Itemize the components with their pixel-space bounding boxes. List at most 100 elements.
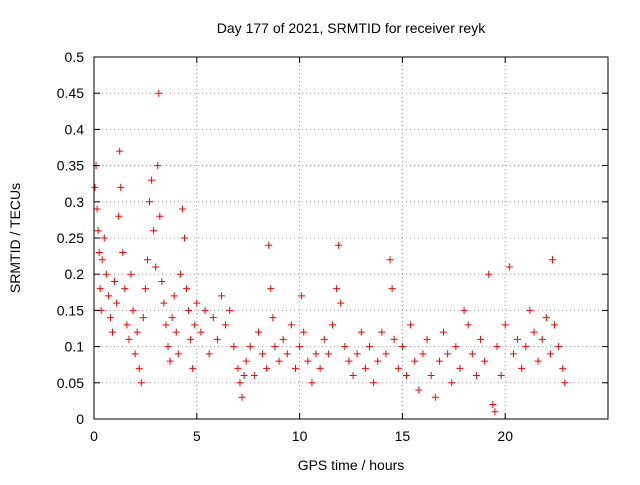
data-point [106, 314, 114, 322]
data-point [551, 321, 559, 329]
data-point [435, 357, 443, 365]
data-point [493, 343, 501, 351]
x-tick-label: 10 [292, 428, 308, 444]
data-point [464, 321, 472, 329]
data-point [185, 306, 193, 314]
data-point [222, 321, 230, 329]
data-point [460, 306, 468, 314]
data-point [95, 248, 103, 256]
data-point [489, 401, 497, 409]
data-point [440, 328, 448, 336]
y-tick-label: 0.25 [57, 230, 84, 246]
y-tick-label: 0.2 [65, 266, 85, 282]
data-point [345, 357, 353, 365]
data-point [548, 256, 556, 264]
x-tick-label: 5 [193, 428, 201, 444]
data-point [526, 306, 534, 314]
data-point [135, 364, 143, 372]
data-point [137, 379, 145, 387]
data-point [341, 343, 349, 351]
data-point [538, 335, 546, 343]
data-point [172, 328, 180, 336]
data-point [561, 379, 569, 387]
data-point [116, 147, 124, 155]
y-tick-label: 0 [76, 411, 84, 427]
data-point [468, 350, 476, 358]
data-point [102, 270, 110, 278]
data-point [141, 285, 149, 293]
data-point [117, 183, 125, 191]
data-point [431, 393, 439, 401]
data-point [296, 343, 304, 351]
data-point [542, 314, 550, 322]
data-point [146, 198, 154, 206]
data-point [501, 321, 509, 329]
data-point [217, 292, 225, 300]
data-point [320, 335, 328, 343]
data-point [125, 335, 133, 343]
x-tick-label: 15 [395, 428, 411, 444]
data-point [407, 321, 415, 329]
series-srmtid [91, 89, 569, 416]
data-point [324, 350, 332, 358]
data-point [349, 372, 357, 380]
data-point [174, 350, 182, 358]
data-point [518, 364, 526, 372]
data-point [240, 372, 248, 380]
data-point [271, 343, 279, 351]
data-point [183, 285, 191, 293]
data-point [94, 227, 102, 235]
data-point [481, 357, 489, 365]
data-point [213, 335, 221, 343]
data-point [298, 292, 306, 300]
data-point [209, 314, 217, 322]
data-point [444, 350, 452, 358]
y-tick-label: 0.05 [57, 375, 84, 391]
chart-title: Day 177 of 2021, SRMTID for receiver rey… [217, 20, 486, 36]
data-point [304, 357, 312, 365]
data-point [308, 379, 316, 387]
data-point [361, 364, 369, 372]
data-point [104, 292, 112, 300]
data-point [419, 350, 427, 358]
data-point [129, 306, 137, 314]
y-tick-label: 0.35 [57, 158, 84, 174]
data-point [226, 306, 234, 314]
data-point [187, 335, 195, 343]
data-point [113, 299, 121, 307]
data-point [155, 89, 163, 97]
data-point [162, 321, 170, 329]
data-point [96, 285, 104, 293]
data-point [265, 241, 273, 249]
data-point [246, 343, 254, 351]
data-point [91, 183, 99, 191]
data-point [176, 270, 184, 278]
data-point [236, 379, 244, 387]
y-tick-label: 0.45 [57, 85, 84, 101]
data-point [300, 328, 308, 336]
data-point [139, 314, 147, 322]
data-point [357, 328, 365, 336]
data-point [201, 306, 209, 314]
y-tick-label: 0.1 [65, 339, 85, 355]
data-point [291, 364, 299, 372]
data-point [427, 372, 435, 380]
data-point [386, 256, 394, 264]
data-point [337, 299, 345, 307]
data-point [374, 357, 382, 365]
data-point [115, 212, 123, 220]
data-point [93, 205, 101, 213]
data-point [530, 328, 538, 336]
x-tick-label: 0 [90, 428, 98, 444]
data-point [497, 372, 505, 380]
data-point [156, 212, 164, 220]
tick-labels: 0 0.05 0.1 0.15 0.2 0.25 0.3 0.35 0.4 0.45 0.5 0 5 10… [57, 49, 513, 444]
y-tick-label: 0.4 [65, 121, 85, 137]
data-point [477, 335, 485, 343]
data-point [415, 386, 423, 394]
data-point [259, 350, 267, 358]
data-point [555, 343, 563, 351]
